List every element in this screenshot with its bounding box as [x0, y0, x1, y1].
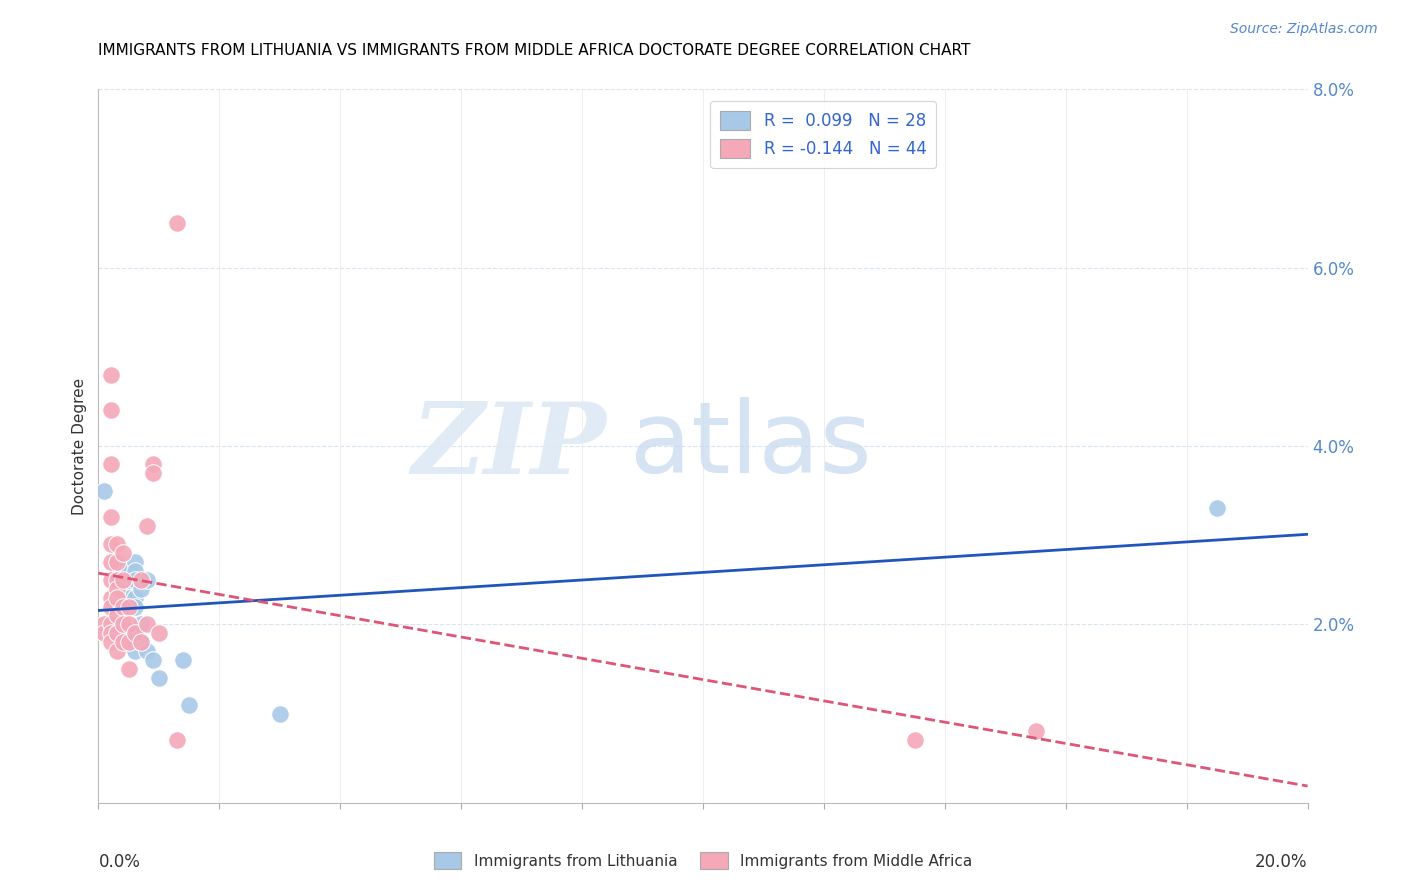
Point: [105, 537, 128, 551]
Point: [100, 591, 122, 605]
Point: [135, 617, 157, 632]
Point: [1024, 724, 1046, 739]
Point: [129, 635, 152, 649]
Point: [129, 573, 152, 587]
Point: [166, 216, 188, 230]
Point: [93, 483, 115, 498]
Point: [118, 564, 141, 578]
Point: [105, 573, 128, 587]
Point: [105, 644, 128, 658]
Point: [105, 608, 128, 623]
Point: [166, 733, 188, 747]
Point: [135, 519, 157, 533]
Point: [111, 546, 134, 560]
Point: [111, 564, 134, 578]
Point: [105, 573, 128, 587]
Point: [118, 617, 141, 632]
Point: [172, 653, 194, 667]
Point: [124, 626, 146, 640]
Point: [100, 403, 122, 417]
Point: [93, 617, 115, 632]
Point: [124, 599, 146, 614]
Legend: Immigrants from Lithuania, Immigrants from Middle Africa: Immigrants from Lithuania, Immigrants fr…: [427, 846, 979, 875]
Point: [105, 582, 128, 596]
Point: [1206, 501, 1229, 516]
Legend: R =  0.099   N = 28, R = -0.144   N = 44: R = 0.099 N = 28, R = -0.144 N = 44: [710, 101, 936, 168]
Point: [111, 635, 134, 649]
Point: [100, 368, 122, 382]
Point: [124, 591, 146, 605]
Point: [100, 555, 122, 569]
Point: [105, 626, 128, 640]
Point: [118, 591, 141, 605]
Point: [118, 573, 141, 587]
Text: Source: ZipAtlas.com: Source: ZipAtlas.com: [1230, 22, 1378, 37]
Point: [269, 706, 291, 721]
Point: [135, 644, 157, 658]
Text: 0.0%: 0.0%: [98, 853, 141, 871]
Point: [105, 555, 128, 569]
Point: [111, 573, 134, 587]
Point: [124, 555, 146, 569]
Point: [118, 662, 141, 676]
Point: [148, 671, 170, 685]
Y-axis label: Doctorate Degree: Doctorate Degree: [72, 377, 87, 515]
Point: [904, 733, 927, 747]
Point: [93, 626, 115, 640]
Point: [111, 582, 134, 596]
Point: [118, 635, 141, 649]
Point: [111, 573, 134, 587]
Point: [124, 573, 146, 587]
Point: [100, 573, 122, 587]
Point: [100, 510, 122, 524]
Point: [100, 626, 122, 640]
Point: [105, 564, 128, 578]
Point: [100, 635, 122, 649]
Point: [124, 644, 146, 658]
Text: 20.0%: 20.0%: [1256, 853, 1308, 871]
Point: [135, 573, 157, 587]
Point: [100, 457, 122, 471]
Point: [124, 564, 146, 578]
Point: [129, 635, 152, 649]
Point: [100, 537, 122, 551]
Point: [118, 599, 141, 614]
Point: [142, 466, 165, 480]
Point: [111, 617, 134, 632]
Text: atlas: atlas: [630, 398, 872, 494]
Point: [129, 582, 152, 596]
Point: [148, 626, 170, 640]
Point: [129, 617, 152, 632]
Point: [142, 457, 165, 471]
Text: IMMIGRANTS FROM LITHUANIA VS IMMIGRANTS FROM MIDDLE AFRICA DOCTORATE DEGREE CORR: IMMIGRANTS FROM LITHUANIA VS IMMIGRANTS …: [98, 43, 970, 58]
Point: [111, 599, 134, 614]
Point: [100, 617, 122, 632]
Point: [100, 599, 122, 614]
Point: [179, 698, 201, 712]
Point: [105, 591, 128, 605]
Point: [124, 626, 146, 640]
Point: [118, 599, 141, 614]
Point: [142, 653, 165, 667]
Text: ZIP: ZIP: [412, 398, 606, 494]
